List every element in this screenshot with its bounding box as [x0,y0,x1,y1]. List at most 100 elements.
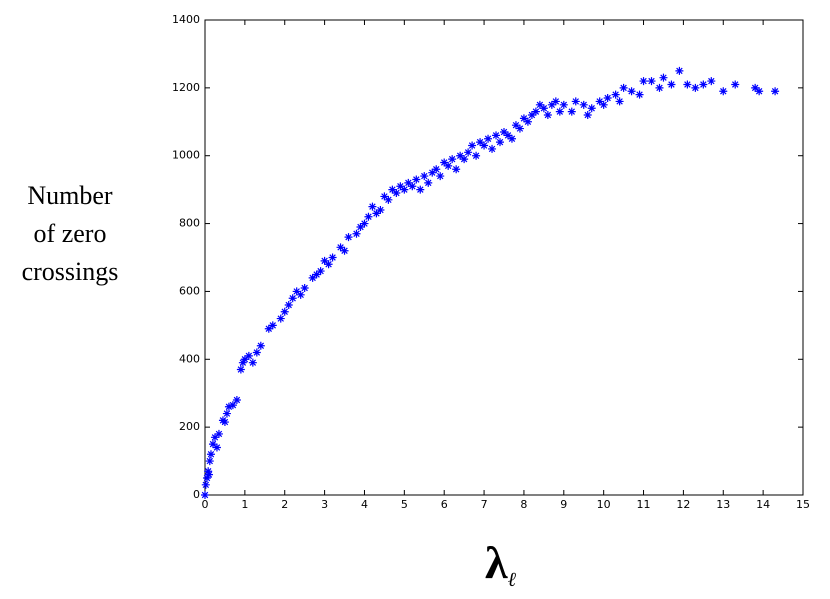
point [488,144,497,153]
point [699,80,708,89]
point [372,209,381,218]
y-tick-label: 800 [179,217,200,230]
point [256,341,265,350]
point [288,294,297,303]
point [416,185,425,194]
point [496,138,505,147]
point [539,104,548,113]
point [201,491,209,499]
x-axis-label: λℓ [485,537,517,591]
y-axis-label: of zero [34,219,107,248]
y-axis-label: Number [27,181,113,210]
point [205,457,214,466]
point [328,253,337,262]
point [336,243,345,252]
point [220,418,229,427]
y-tick-label: 0 [193,488,200,501]
point [210,433,219,442]
point [356,222,365,231]
x-tick-label: 9 [560,498,567,511]
point [511,121,520,130]
point [484,134,493,143]
point [567,107,576,116]
point [214,429,223,438]
point [208,440,217,449]
point [595,97,604,106]
point [238,358,247,367]
x-tick-label: 15 [796,498,810,511]
point [360,219,369,228]
point [204,467,213,476]
point [340,246,349,255]
point [771,87,780,96]
point [647,77,656,86]
point [352,229,361,238]
point [324,260,333,269]
x-tick-label: 7 [481,498,488,511]
point [547,100,556,109]
point [308,273,317,282]
point [228,401,237,410]
point [206,450,215,459]
point [224,402,233,411]
point [312,270,321,279]
x-tick-label: 12 [676,498,690,511]
x-tick-label: 6 [441,498,448,511]
point [691,83,700,92]
point [264,324,273,333]
point [400,185,409,194]
point [635,90,644,99]
point [280,307,289,316]
point [316,267,325,276]
point [448,155,457,164]
x-tick-label: 11 [637,498,651,511]
point [519,114,528,123]
x-tick-label: 5 [401,498,408,511]
point [320,256,329,265]
point [284,301,293,309]
point [300,284,309,293]
point [204,470,213,479]
y-tick-label: 400 [179,352,200,365]
plot-frame [204,19,804,496]
point [579,100,588,109]
point [531,107,540,116]
y-tick-label: 1200 [172,81,200,94]
point [551,97,560,106]
point [659,73,668,82]
y-tick-label: 200 [179,420,200,433]
point [731,80,740,89]
point [755,87,764,96]
point [655,83,664,92]
point [619,83,628,92]
point [615,97,624,106]
point [428,168,437,177]
point [599,100,608,109]
point [392,189,401,198]
point [555,107,564,116]
point [436,172,445,181]
point [571,97,580,106]
point [559,100,568,109]
x-tick-label: 8 [520,498,527,511]
point [236,365,245,374]
point [667,80,676,89]
point [476,138,485,147]
point [683,80,692,89]
point [244,351,253,360]
point [252,348,261,357]
point [276,314,285,323]
x-tick-label: 1 [241,498,248,511]
point [507,134,516,143]
point [380,192,389,201]
point [202,474,211,483]
point [376,206,385,214]
x-tick-label: 13 [716,498,730,511]
point [424,178,433,187]
point [432,165,441,174]
point [444,161,453,170]
y-tick-label: 1400 [172,13,200,26]
x-tick-label: 2 [281,498,288,511]
point [240,355,249,364]
